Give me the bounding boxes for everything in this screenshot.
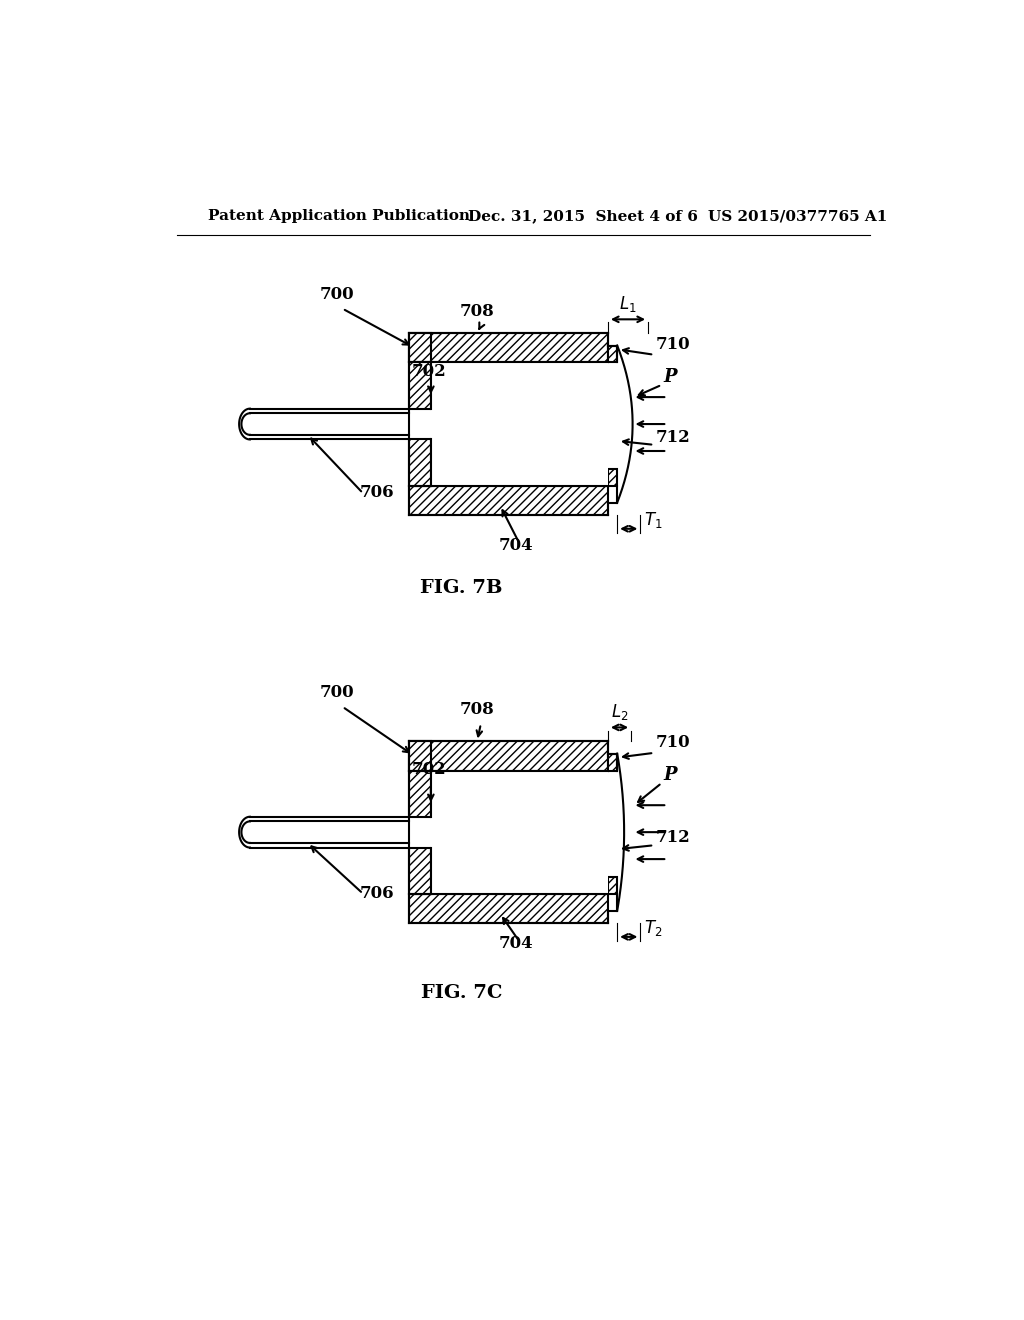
Text: $L_2$: $L_2$ bbox=[610, 702, 629, 722]
Bar bbox=[410, 440, 431, 486]
Text: 700: 700 bbox=[319, 684, 354, 701]
Text: 702: 702 bbox=[412, 363, 446, 380]
Bar bbox=[410, 847, 431, 894]
Bar bbox=[410, 333, 608, 363]
Bar bbox=[410, 771, 431, 817]
Text: 712: 712 bbox=[655, 829, 690, 846]
Bar bbox=[431, 771, 608, 894]
Bar bbox=[608, 346, 617, 363]
Text: Dec. 31, 2015  Sheet 4 of 6: Dec. 31, 2015 Sheet 4 of 6 bbox=[468, 209, 697, 223]
Text: 700: 700 bbox=[319, 286, 354, 304]
Bar bbox=[608, 754, 617, 771]
Text: Patent Application Publication: Patent Application Publication bbox=[208, 209, 470, 223]
Text: FIG. 7C: FIG. 7C bbox=[421, 983, 503, 1002]
Text: US 2015/0377765 A1: US 2015/0377765 A1 bbox=[708, 209, 888, 223]
Text: 704: 704 bbox=[499, 536, 532, 553]
Text: 710: 710 bbox=[655, 734, 690, 751]
Bar bbox=[410, 742, 608, 771]
Text: $L_1$: $L_1$ bbox=[620, 293, 637, 314]
Bar bbox=[608, 469, 617, 486]
Bar bbox=[608, 876, 617, 894]
Bar bbox=[410, 333, 431, 363]
Text: 706: 706 bbox=[360, 484, 394, 502]
Text: 706: 706 bbox=[360, 884, 394, 902]
Bar bbox=[410, 363, 431, 409]
Text: $T_1$: $T_1$ bbox=[644, 510, 663, 529]
Bar bbox=[431, 363, 608, 486]
Text: 708: 708 bbox=[460, 701, 495, 718]
Bar bbox=[410, 742, 431, 771]
Text: P: P bbox=[664, 368, 677, 385]
Text: 702: 702 bbox=[412, 762, 446, 779]
Text: FIG. 7B: FIG. 7B bbox=[421, 579, 503, 598]
Bar bbox=[410, 486, 608, 515]
Text: 704: 704 bbox=[499, 935, 532, 952]
Text: P: P bbox=[664, 766, 677, 784]
Bar bbox=[410, 894, 608, 923]
Text: 710: 710 bbox=[655, 337, 690, 354]
Text: $T_2$: $T_2$ bbox=[644, 917, 663, 939]
Text: 708: 708 bbox=[460, 304, 495, 321]
Text: 712: 712 bbox=[655, 429, 690, 446]
